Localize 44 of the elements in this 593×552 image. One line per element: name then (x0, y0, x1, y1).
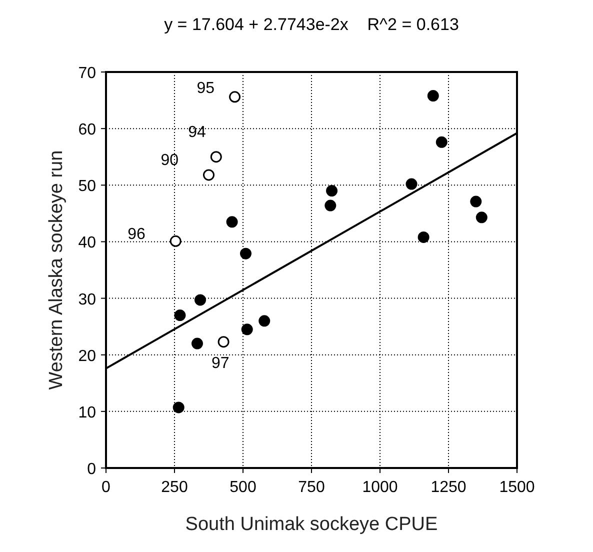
x-tick-label: 1000 (362, 479, 398, 496)
point (194, 294, 206, 306)
point (172, 402, 184, 414)
y-axis-title: Western Alaska sockeye run (46, 150, 67, 390)
y-tick-label: 30 (78, 291, 96, 308)
y-tick-label: 70 (78, 65, 96, 82)
x-tick-label: 0 (102, 479, 111, 496)
point (324, 200, 336, 212)
annotation: 97 (212, 354, 230, 372)
chart-title: y = 17.604 + 2.7743e-2x R^2 = 0.613 (164, 15, 459, 34)
point (470, 196, 482, 208)
x-axis-title: South Unimak sockeye CPUE (185, 514, 438, 535)
point (203, 169, 214, 181)
point (326, 185, 338, 197)
point (218, 336, 230, 348)
x-tick-label: 1250 (430, 479, 466, 496)
point (240, 248, 252, 260)
point (229, 91, 241, 103)
y-tick-label: 60 (78, 122, 96, 139)
point (258, 315, 270, 327)
x-tick-label: 500 (230, 479, 256, 496)
point (436, 136, 448, 148)
y-tick-label: 40 (78, 234, 96, 252)
point (174, 310, 186, 322)
annotation: 95 (196, 80, 215, 97)
annotation: 94 (188, 124, 206, 141)
annotation: 90 (160, 152, 179, 169)
y-tick-label: 10 (78, 404, 96, 422)
x-tick-label: 250 (161, 479, 188, 496)
y-tick-label: 50 (78, 178, 96, 196)
point (406, 178, 418, 190)
annotation: 96 (128, 226, 146, 244)
point (191, 338, 203, 350)
x-tick-label: 1500 (499, 479, 535, 496)
point (418, 231, 430, 243)
point (241, 324, 253, 336)
point (210, 151, 222, 163)
point (476, 212, 488, 224)
x-tick-label: 750 (298, 479, 325, 496)
point (170, 235, 182, 247)
point (427, 90, 439, 102)
point (226, 216, 238, 228)
y-tick-label: 0 (87, 461, 96, 478)
y-tick-label: 20 (78, 348, 96, 365)
